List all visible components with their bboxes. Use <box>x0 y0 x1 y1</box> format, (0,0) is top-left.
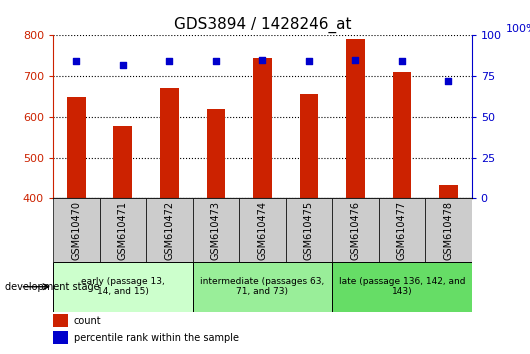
Point <box>72 59 81 64</box>
Point <box>258 57 267 63</box>
Title: GDS3894 / 1428246_at: GDS3894 / 1428246_at <box>174 16 351 33</box>
Bar <box>299 93 318 198</box>
Text: GSM610475: GSM610475 <box>304 200 314 260</box>
Text: GSM610472: GSM610472 <box>164 200 174 260</box>
Text: GSM610474: GSM610474 <box>258 201 267 259</box>
Bar <box>53 198 100 262</box>
Bar <box>393 72 411 198</box>
Text: development stage: development stage <box>5 282 100 292</box>
Bar <box>332 262 472 312</box>
Text: count: count <box>74 316 102 326</box>
Bar <box>160 87 179 198</box>
Text: GSM610473: GSM610473 <box>211 201 221 259</box>
Text: late (passage 136, 142, and
143): late (passage 136, 142, and 143) <box>339 277 465 296</box>
Y-axis label: 100%: 100% <box>506 24 530 34</box>
Bar <box>53 331 68 344</box>
Bar <box>146 198 192 262</box>
Bar <box>53 314 68 327</box>
Bar <box>286 198 332 262</box>
Point <box>305 59 313 64</box>
Text: GSM610477: GSM610477 <box>397 200 407 260</box>
Point <box>444 78 453 84</box>
Bar <box>192 198 239 262</box>
Bar <box>192 262 332 312</box>
Bar <box>100 198 146 262</box>
Text: GSM610478: GSM610478 <box>444 201 454 259</box>
Text: GSM610476: GSM610476 <box>350 201 360 259</box>
Bar <box>332 198 378 262</box>
Text: GSM610470: GSM610470 <box>71 201 81 259</box>
Bar <box>253 58 272 198</box>
Bar <box>439 185 458 198</box>
Point <box>351 57 360 63</box>
Bar <box>239 198 286 262</box>
Bar <box>425 198 472 262</box>
Point <box>165 59 173 64</box>
Bar <box>378 198 425 262</box>
Point <box>398 59 406 64</box>
Text: intermediate (passages 63,
71, and 73): intermediate (passages 63, 71, and 73) <box>200 277 324 296</box>
Text: percentile rank within the sample: percentile rank within the sample <box>74 333 239 343</box>
Point <box>211 59 220 64</box>
Bar <box>53 262 192 312</box>
Bar <box>207 109 225 198</box>
Bar <box>113 126 132 198</box>
Text: GSM610471: GSM610471 <box>118 201 128 259</box>
Text: early (passage 13,
14, and 15): early (passage 13, 14, and 15) <box>81 277 165 296</box>
Bar <box>346 40 365 198</box>
Point <box>119 62 127 68</box>
Bar <box>67 97 85 198</box>
